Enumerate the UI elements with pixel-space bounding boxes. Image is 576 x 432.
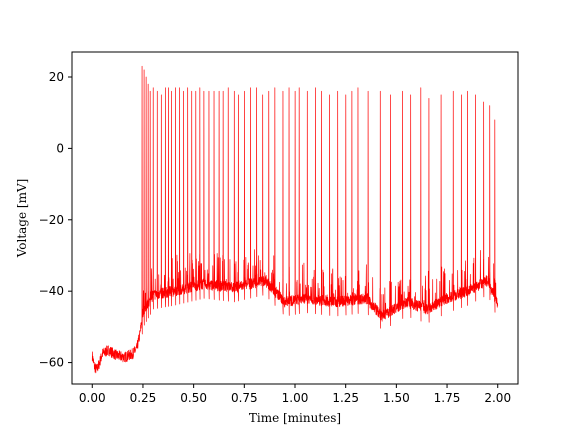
x-tick-label: 0.00	[79, 391, 106, 405]
axes-frame	[71, 51, 519, 385]
x-tick-label: 1.00	[282, 391, 309, 405]
y-tick-label: −40	[39, 284, 64, 298]
x-axis-ticks: 0.00 0.25 0.50 0.75 1.00 1.25 1.50 1.75 2.00	[79, 384, 511, 405]
x-tick-label: 0.25	[130, 391, 157, 405]
y-tick-label: 0	[56, 141, 64, 155]
x-tick-label: 0.50	[180, 391, 207, 405]
x-tick-label: 1.50	[383, 391, 410, 405]
y-tick-label: −20	[39, 213, 64, 227]
y-tick-label: 20	[49, 70, 64, 84]
x-tick-label: 1.25	[332, 391, 359, 405]
y-axis-label: Voltage [mV]	[15, 179, 29, 259]
plot-area	[91, 65, 499, 374]
y-axis-ticks: −60 −40 −20 0 20	[39, 70, 72, 370]
x-tick-label: 2.00	[484, 391, 511, 405]
voltage-series-line	[91, 65, 499, 374]
x-tick-label: 0.75	[231, 391, 258, 405]
x-axis-label: Time [minutes]	[249, 411, 341, 425]
y-tick-label: −60	[39, 356, 64, 370]
x-tick-label: 1.75	[434, 391, 461, 405]
